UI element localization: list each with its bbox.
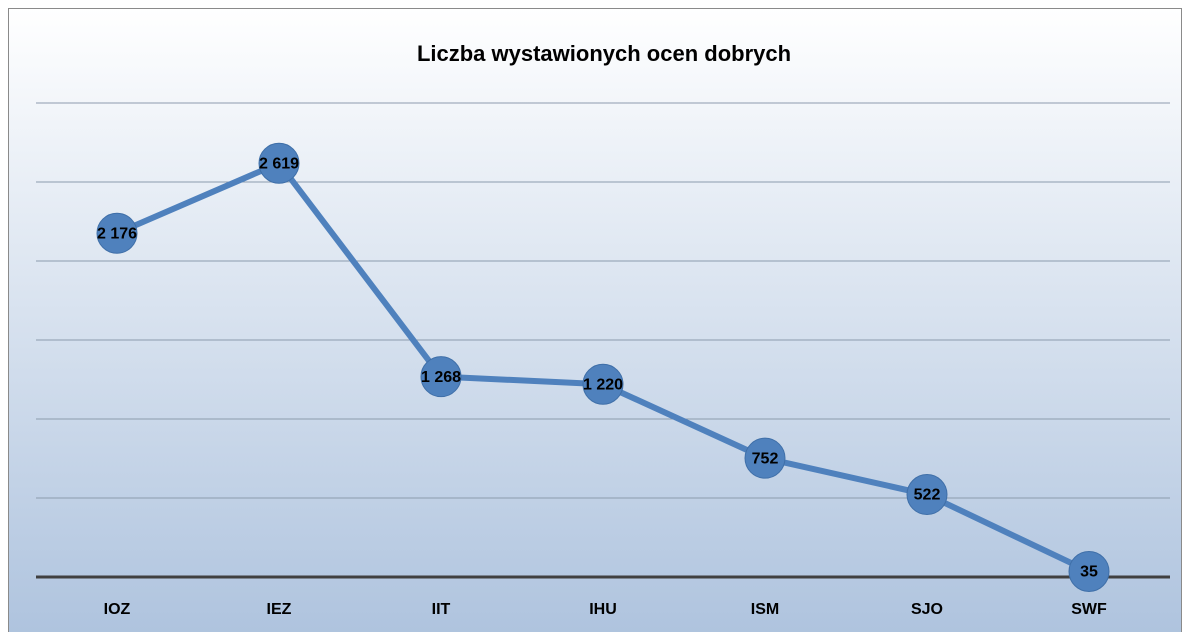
chart-title: Liczba wystawionych ocen dobrych bbox=[417, 41, 791, 66]
x-tick-label: SJO bbox=[911, 601, 943, 618]
data-label: 1 220 bbox=[583, 376, 623, 393]
marker bbox=[744, 437, 786, 479]
data-label: 35 bbox=[1080, 564, 1098, 581]
chart-background bbox=[8, 8, 1182, 632]
marker bbox=[1068, 550, 1110, 592]
marker bbox=[582, 363, 624, 405]
data-label: 1 268 bbox=[421, 369, 461, 386]
data-label: 2 176 bbox=[97, 225, 137, 242]
data-label: 2 619 bbox=[259, 155, 299, 172]
x-tick-label: IOZ bbox=[104, 601, 131, 618]
x-tick-label: IEZ bbox=[267, 601, 292, 618]
x-tick-label: IHU bbox=[589, 601, 617, 618]
data-label: 752 bbox=[752, 450, 779, 467]
x-tick-label: IIT bbox=[432, 601, 451, 618]
marker bbox=[96, 212, 138, 254]
marker bbox=[258, 142, 300, 184]
marker bbox=[906, 474, 948, 516]
data-label: 522 bbox=[914, 487, 941, 504]
x-tick-label: SWF bbox=[1071, 601, 1107, 618]
x-tick-label: ISM bbox=[751, 601, 779, 618]
marker bbox=[420, 356, 462, 398]
